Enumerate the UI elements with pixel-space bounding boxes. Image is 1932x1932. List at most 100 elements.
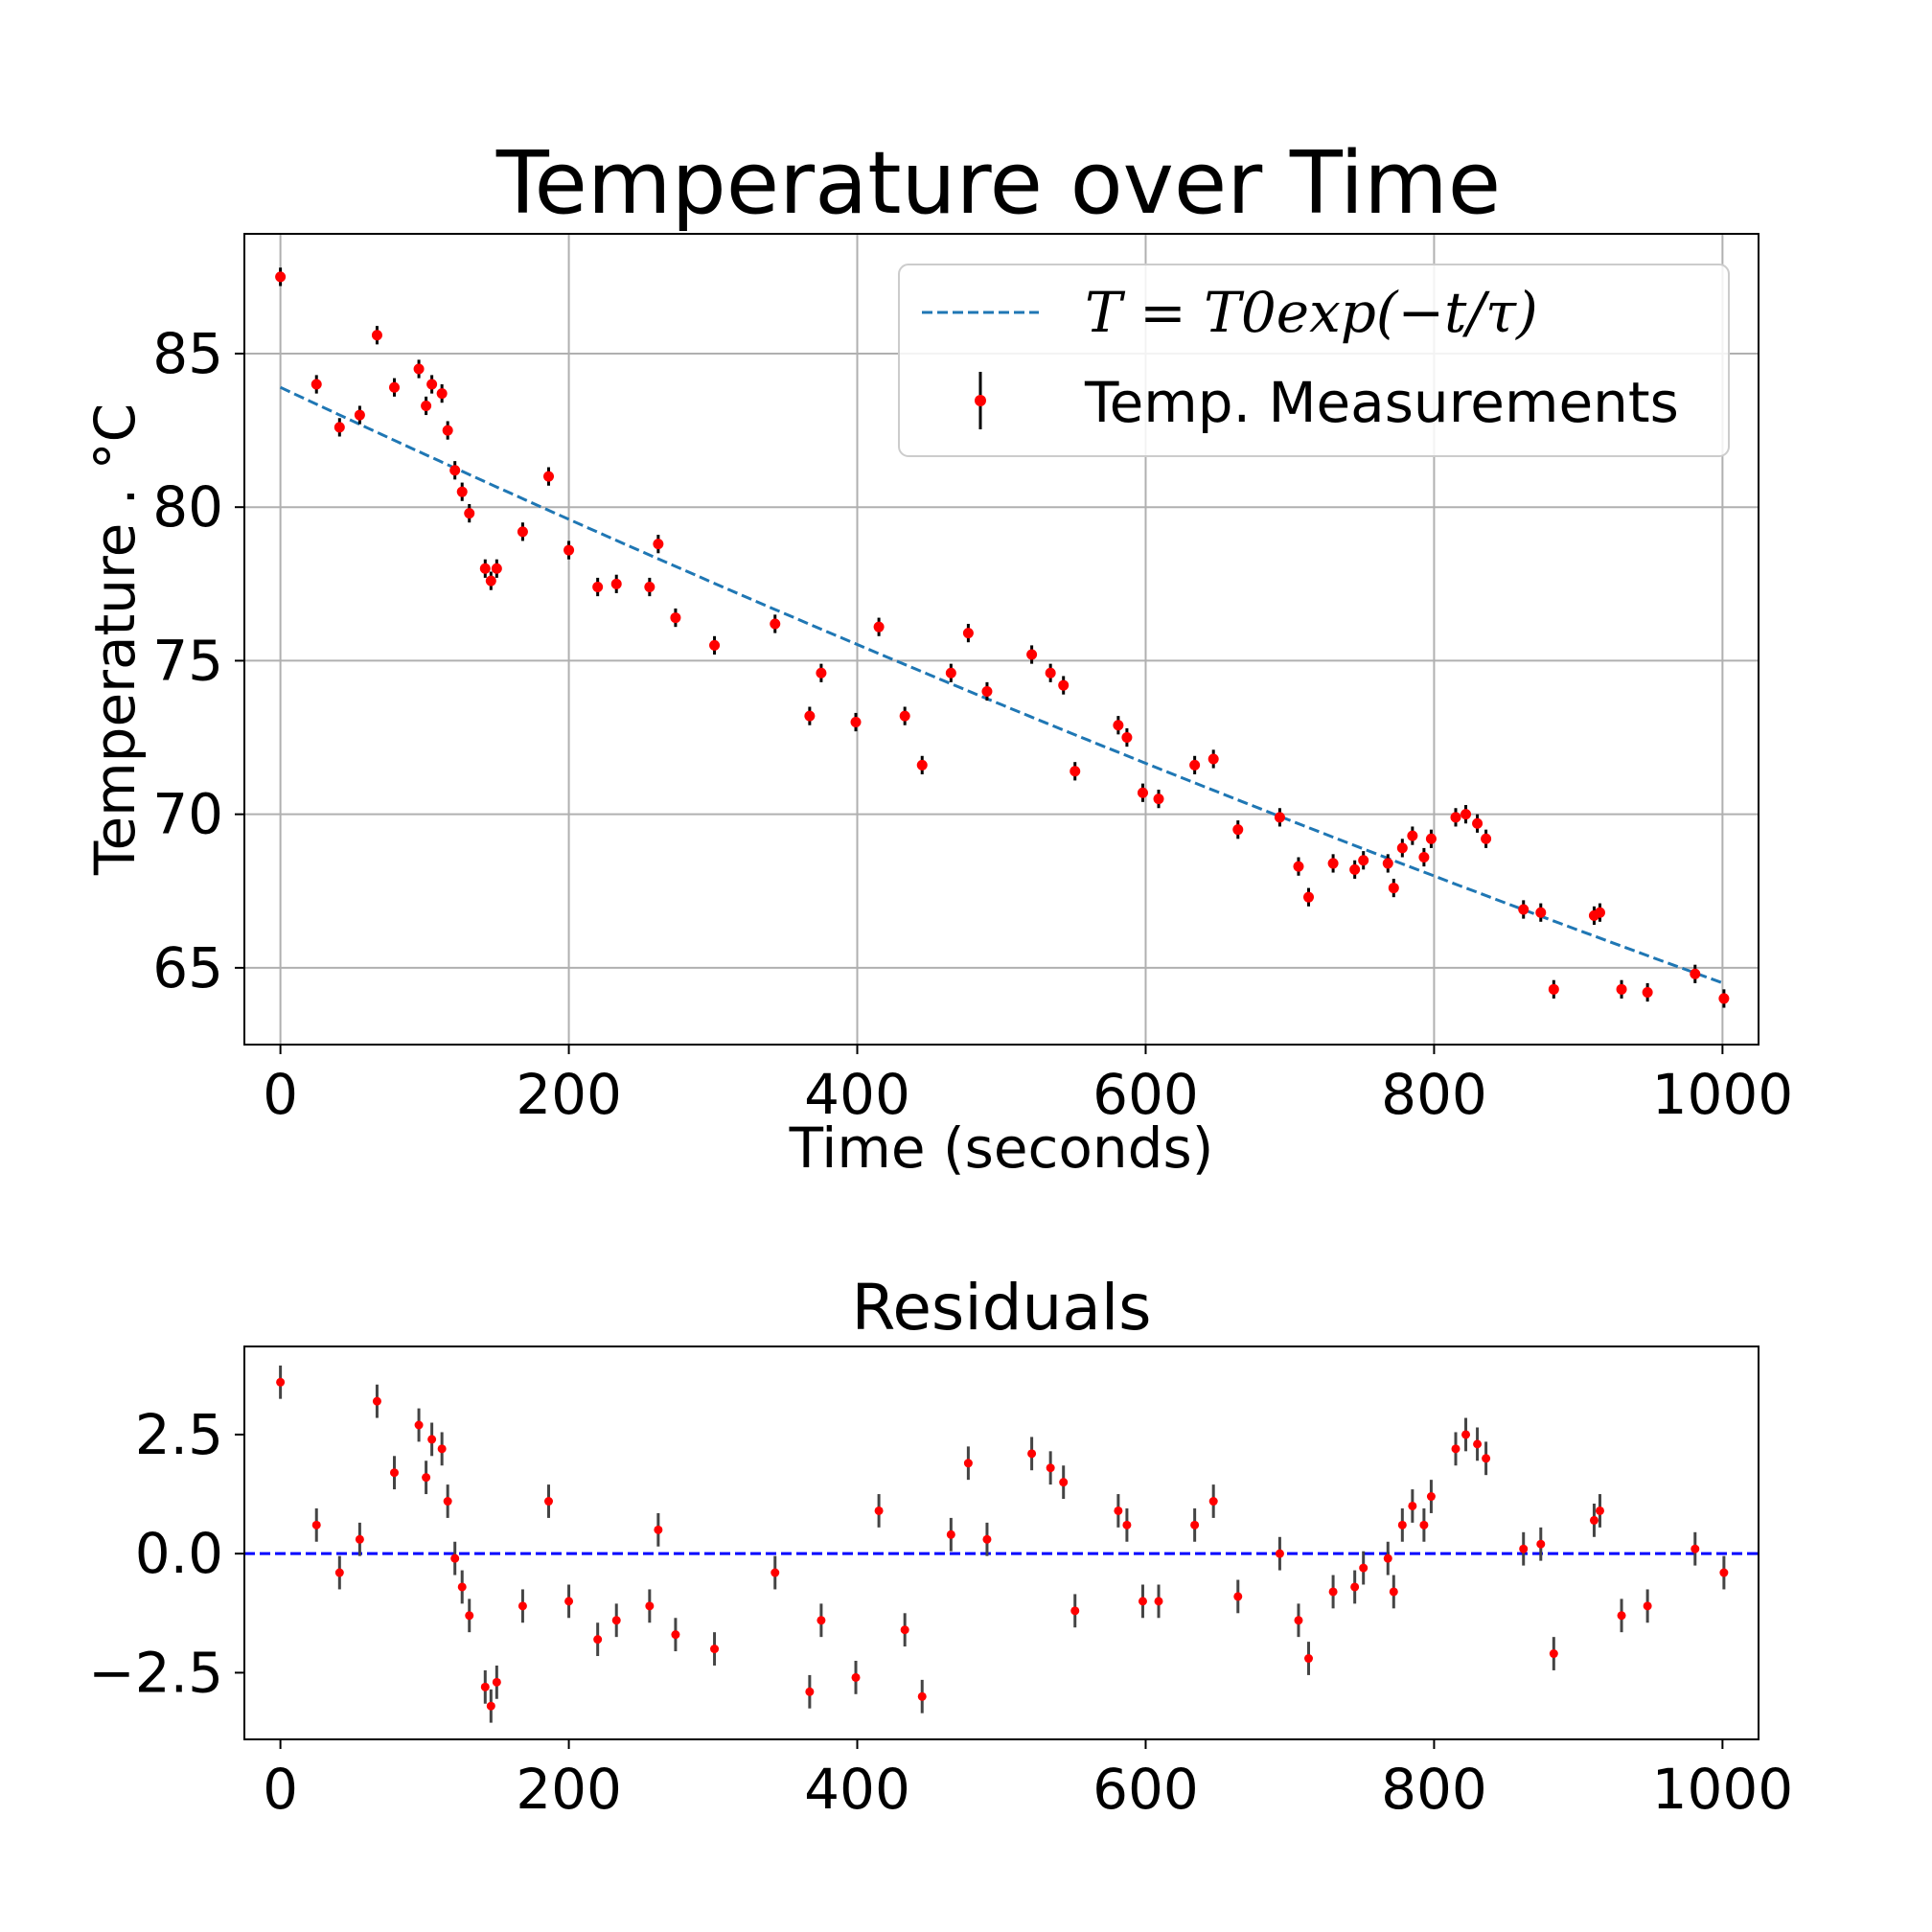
data-marker <box>592 582 604 593</box>
data-point <box>1616 979 1627 999</box>
residual-point <box>611 1603 621 1638</box>
data-marker <box>850 717 862 728</box>
residual-point <box>1426 1480 1436 1513</box>
y-tick-label: 65 <box>152 935 223 1000</box>
data-point <box>1535 903 1547 922</box>
residual-marker <box>1275 1549 1284 1558</box>
residual-point <box>851 1661 861 1694</box>
residual-marker <box>334 1568 344 1577</box>
data-point <box>334 418 345 437</box>
data-point <box>1450 808 1461 827</box>
residual-point <box>770 1555 780 1590</box>
data-marker <box>1349 863 1361 875</box>
residual-marker <box>593 1635 603 1644</box>
data-point <box>1121 727 1133 748</box>
residual-point <box>963 1446 973 1481</box>
residual-marker <box>1059 1478 1069 1487</box>
fit-curve-layer <box>279 385 1723 985</box>
data-point <box>371 326 382 345</box>
data-marker <box>1045 667 1056 678</box>
residual-point <box>1328 1575 1338 1609</box>
residual-marker <box>1233 1592 1243 1601</box>
data-marker <box>1232 824 1244 836</box>
residual-point <box>1549 1637 1558 1670</box>
residual-marker <box>1208 1497 1218 1506</box>
residual-point <box>1027 1437 1037 1471</box>
residual-point <box>1595 1494 1604 1528</box>
data-point <box>485 571 496 590</box>
data-marker <box>426 379 438 390</box>
residual-marker <box>1426 1492 1436 1502</box>
residual-point <box>518 1589 527 1623</box>
residual-marker <box>1383 1553 1392 1563</box>
residual-marker <box>1719 1568 1729 1577</box>
residual-point <box>465 1598 474 1633</box>
residual-point <box>710 1632 720 1666</box>
residual-marker <box>1589 1515 1598 1525</box>
residuals-chart: Residuals 0 200 400 600 800 1000 −2.5 0.0 2.5 <box>88 1271 1793 1822</box>
data-marker <box>371 330 382 341</box>
temperature-chart: Temperature over Time 0 200 400 600 800 1000 … <box>82 133 1793 1181</box>
data-point <box>610 574 622 593</box>
residual-point <box>1408 1489 1417 1523</box>
residual-marker <box>874 1506 884 1515</box>
y-tick-label: 80 <box>152 474 223 540</box>
residuals-plot-frame <box>243 1346 1760 1740</box>
data-marker <box>1594 907 1605 918</box>
top-y-ticks: 65 70 75 80 85 <box>152 321 244 1000</box>
top-x-ticks: 0 200 400 600 800 1000 <box>263 1045 1793 1127</box>
data-marker <box>670 612 681 624</box>
data-point <box>1358 851 1369 870</box>
data-marker <box>1460 809 1472 820</box>
residual-point <box>900 1613 909 1647</box>
residual-point <box>1519 1531 1529 1566</box>
data-point <box>1396 839 1408 858</box>
x-axis-label: Time (seconds) <box>789 1116 1214 1181</box>
residual-point <box>457 1570 467 1604</box>
data-marker <box>1382 858 1393 869</box>
data-point <box>592 577 604 597</box>
data-point <box>1548 979 1559 999</box>
data-point <box>1327 854 1339 873</box>
data-marker <box>388 381 400 393</box>
residual-marker <box>427 1435 437 1444</box>
residual-point <box>1359 1551 1368 1585</box>
data-marker <box>1472 817 1484 829</box>
residual-marker <box>900 1625 909 1635</box>
residual-point <box>1451 1432 1460 1466</box>
residual-marker <box>1114 1506 1123 1515</box>
legend: T = T0exp(−t/τ) Temp. Measurements <box>898 264 1730 457</box>
data-point <box>1425 829 1437 848</box>
data-marker <box>449 465 461 476</box>
residual-point <box>917 1679 927 1714</box>
data-point <box>899 706 910 725</box>
data-marker <box>442 425 453 436</box>
residual-point <box>1154 1584 1163 1619</box>
data-point <box>1045 663 1056 682</box>
residual-point <box>805 1674 815 1709</box>
residuals-x-tick-label: 1000 <box>1652 1757 1794 1822</box>
data-point <box>564 540 575 560</box>
residual-marker <box>1294 1616 1303 1625</box>
residuals-title: Residuals <box>851 1271 1151 1345</box>
data-marker <box>275 271 287 283</box>
data-point <box>543 467 555 486</box>
data-marker <box>334 422 345 433</box>
residual-point <box>1208 1484 1218 1518</box>
residual-marker <box>611 1616 621 1625</box>
residual-marker <box>1451 1444 1460 1454</box>
residual-marker <box>1046 1463 1055 1473</box>
residual-point <box>443 1484 452 1518</box>
data-point <box>770 614 781 633</box>
data-marker <box>1121 732 1133 744</box>
legend-points-marker <box>975 395 986 406</box>
residual-marker <box>710 1644 720 1654</box>
data-point <box>1137 783 1148 802</box>
residual-marker <box>518 1601 527 1611</box>
residual-marker <box>1473 1439 1483 1449</box>
data-marker <box>1642 987 1653 999</box>
data-marker <box>456 486 468 497</box>
residual-point <box>1719 1555 1729 1590</box>
data-marker <box>804 710 816 722</box>
residual-point <box>492 1665 501 1699</box>
